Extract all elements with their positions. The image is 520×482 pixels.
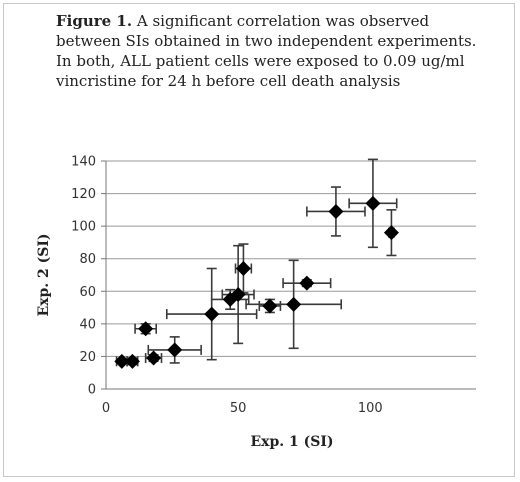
data-point-13 [328,203,344,219]
y-tick-label: 120 [71,187,96,202]
y-tick-label: 0 [88,383,96,398]
y-tick-label: 80 [79,252,96,267]
figure-caption: Figure 1. A significant correlation was … [56,11,496,91]
caption-label: Figure 1. [56,12,133,30]
y-tick-label: 60 [79,285,96,300]
data-markers [114,195,399,369]
data-point-10 [262,298,278,314]
figure-frame [3,3,515,477]
x-tick-labels: 0 50 100 [102,401,383,416]
axes [105,161,476,390]
x-tick-label: 100 [358,401,383,416]
y-tick-label: 100 [71,220,96,235]
data-point-3 [138,321,154,337]
grid-lines [101,160,476,390]
data-point-6 [204,306,220,322]
y-tick-labels: 0 20 40 60 80 100 120 140 [71,155,96,398]
y-tick-label: 20 [79,350,96,365]
data-point-1 [114,353,130,369]
x-tick-label: 50 [230,401,247,416]
data-point-8 [230,287,246,303]
x-tick-label: 0 [102,401,110,416]
data-point-15 [383,225,399,241]
error-bars [115,158,398,367]
caption-text: A significant correlation was observed b… [56,12,477,90]
y-tick-label: 140 [71,155,96,170]
data-point-9 [235,260,251,276]
y-tick-label: 40 [79,317,96,332]
data-point-4 [146,350,162,366]
data-point-5 [167,342,183,358]
data-point-11 [286,296,302,312]
y-axis-label: Exp. 2 (SI) [36,233,52,316]
data-point-2 [124,353,140,369]
data-point-14 [365,195,381,211]
x-axis-label: Exp. 1 (SI) [250,434,333,450]
data-point-12 [299,275,315,291]
